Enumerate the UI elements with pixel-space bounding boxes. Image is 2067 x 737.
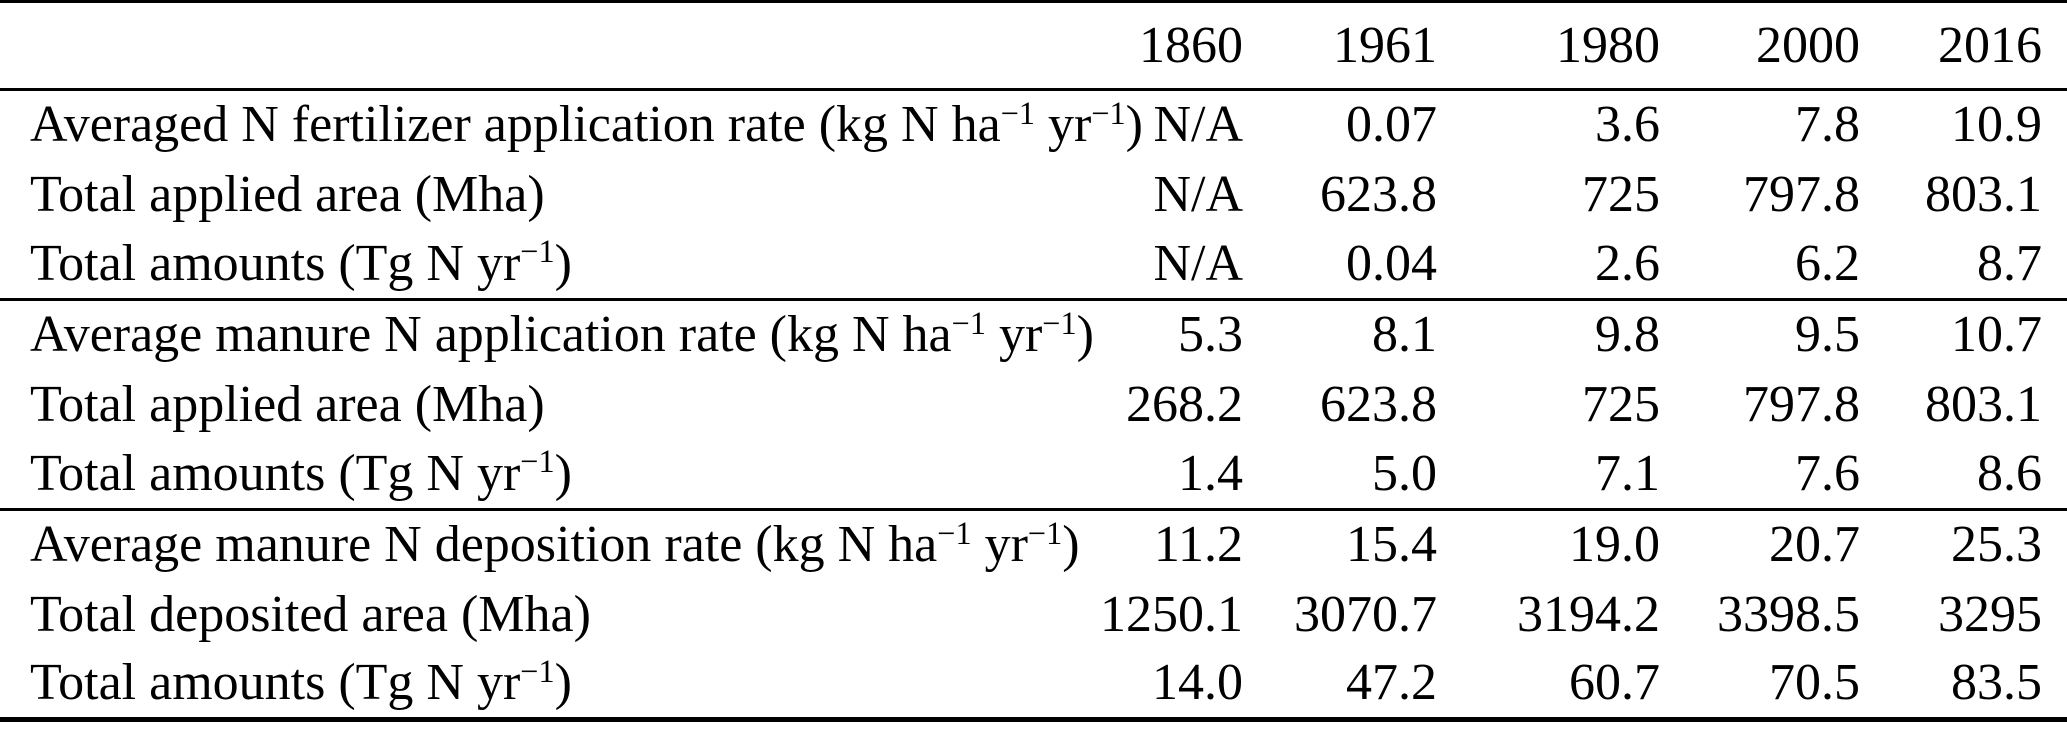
cell-value: N/A [1153,96,1243,154]
cell-value: 10.7 [1951,306,2042,364]
cell-value: 7.8 [1795,96,1860,154]
cell-value: 6.2 [1795,234,1860,292]
cell-value: 7.1 [1595,444,1660,502]
table-row: Total deposited area (Mha) 1250.1 3070.7… [0,580,2067,650]
cell-value: 47.2 [1346,654,1437,712]
cell-value: 83.5 [1951,654,2042,712]
cell-value: 14.0 [1152,654,1243,712]
cell-value: 2.6 [1595,234,1660,292]
cell-value: 15.4 [1346,516,1437,574]
header-row: 1860 1961 1980 2000 2016 [0,2,2067,90]
cell-value: 797.8 [1743,375,1860,433]
row-label: Total deposited area (Mha) [30,585,591,643]
cell-value: N/A [1153,165,1243,223]
table-row: Total amounts (Tg N yr−1) 1.4 5.0 7.1 7.… [0,440,2067,510]
cell-value: 797.8 [1743,165,1860,223]
cell-value: 20.7 [1769,516,1860,574]
table-row: Total amounts (Tg N yr−1) N/A 0.04 2.6 6… [0,230,2067,300]
cell-value: 8.7 [1977,234,2042,292]
year-header-2000: 2000 [1756,16,1860,74]
cell-value: 268.2 [1126,375,1243,433]
cell-value: 3194.2 [1517,585,1660,643]
year-header-1980: 1980 [1556,16,1660,74]
cell-value: 1250.1 [1100,585,1243,643]
cell-value: 70.5 [1769,654,1860,712]
table-row: Average manure N deposition rate (kg N h… [0,510,2067,580]
cell-value: 0.07 [1346,96,1437,154]
cell-value: N/A [1153,234,1243,292]
cell-value: 0.04 [1346,234,1437,292]
cell-value: 803.1 [1925,165,2042,223]
row-label: Total applied area (Mha) [30,375,545,433]
cell-value: 1.4 [1178,444,1243,502]
cell-value: 8.1 [1372,306,1437,364]
table-header: 1860 1961 1980 2000 2016 [0,2,2067,90]
cell-value: 60.7 [1569,654,1660,712]
year-header-2016: 2016 [1938,16,2042,74]
cell-value: 725 [1582,375,1660,433]
row-label: Total amounts (Tg N yr−1) [30,443,572,502]
cell-value: 5.0 [1372,444,1437,502]
cell-value: 803.1 [1925,375,2042,433]
cell-value: 725 [1582,165,1660,223]
cell-value: 10.9 [1951,96,2042,154]
cell-value: 9.8 [1595,306,1660,364]
table-row: Total amounts (Tg N yr−1) 14.0 47.2 60.7… [0,650,2067,720]
cell-value: 3295 [1938,585,2042,643]
row-label: Total amounts (Tg N yr−1) [30,652,572,712]
cell-value: 7.6 [1795,444,1860,502]
year-header-1860: 1860 [1139,16,1243,74]
row-label: Average manure N deposition rate (kg N h… [30,514,1080,574]
section-manure-deposition: Average manure N deposition rate (kg N h… [0,509,2067,720]
section-manure-application: Average manure N application rate (kg N … [0,299,2067,510]
cell-value: 19.0 [1569,516,1660,574]
cell-value: 623.8 [1320,165,1437,223]
cell-value: 25.3 [1951,516,2042,574]
table-row: Average manure N application rate (kg N … [0,300,2067,370]
row-label: Total amounts (Tg N yr−1) [30,233,572,292]
table-row: Averaged N fertilizer application rate (… [0,90,2067,160]
cell-value: 3070.7 [1294,585,1437,643]
cell-value: 9.5 [1795,306,1860,364]
corner-cell [0,2,1050,90]
cell-value: 3.6 [1595,96,1660,154]
cell-value: 623.8 [1320,375,1437,433]
cell-value: 5.3 [1178,306,1243,364]
row-label: Total applied area (Mha) [30,165,545,223]
cell-value: 3398.5 [1717,585,1860,643]
row-label: Averaged N fertilizer application rate (… [30,94,1143,154]
table-row: Total applied area (Mha) 268.2 623.8 725… [0,370,2067,440]
cell-value: 11.2 [1153,516,1243,574]
section-fertilizer: Averaged N fertilizer application rate (… [0,89,2067,300]
year-header-1961: 1961 [1333,16,1437,74]
data-table: 1860 1961 1980 2000 2016 Averaged N fert… [0,0,2067,722]
cell-value: 8.6 [1977,444,2042,502]
table-row: Total applied area (Mha) N/A 623.8 725 7… [0,160,2067,230]
row-label: Average manure N application rate (kg N … [30,304,1094,364]
